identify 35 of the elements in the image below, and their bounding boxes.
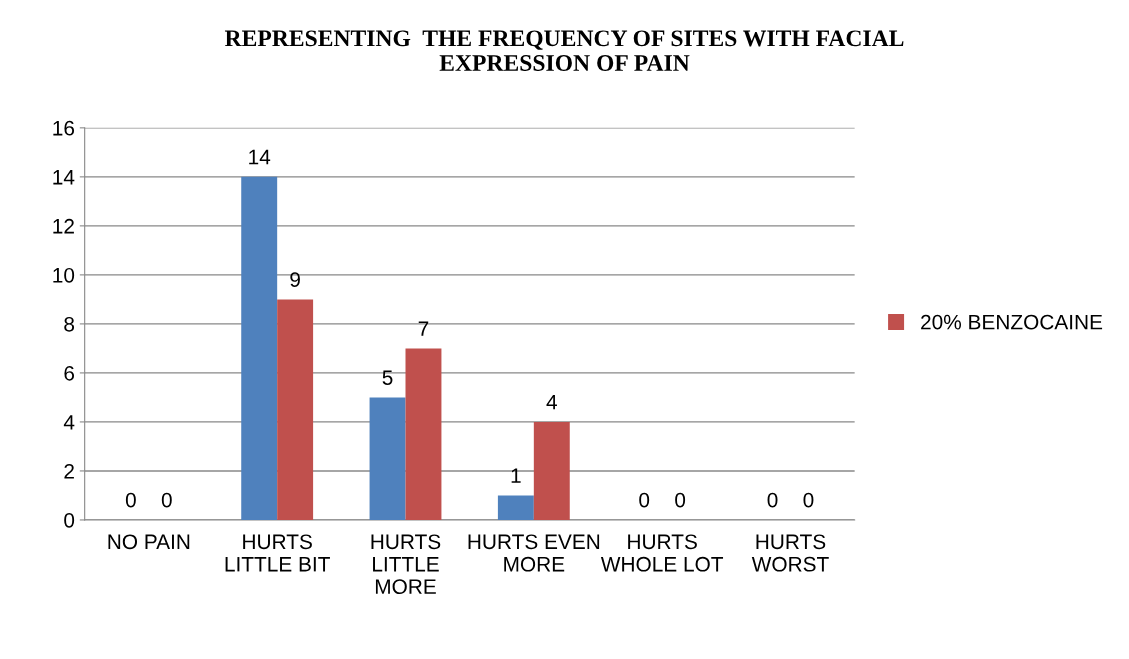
x-tick-label: HURTS LITTLE MORE	[371, 534, 441, 595]
data-label: 0	[767, 492, 778, 508]
data-label: 0	[675, 492, 686, 508]
y-tick-label: 12	[53, 218, 74, 234]
y-tick-label: 4	[63, 415, 75, 430]
x-tick-label: NO PAIN	[108, 534, 190, 550]
data-label: 5	[382, 370, 393, 385]
x-tick-label: HURTS WORST	[751, 534, 829, 572]
bar	[241, 176, 278, 520]
data-label: 14	[249, 149, 271, 165]
x-tick-label: HURTS EVEN MORE	[468, 534, 600, 572]
data-label: 0	[125, 492, 136, 508]
y-tick-label: 16	[53, 120, 75, 136]
bar	[277, 299, 314, 520]
chart-title: REPRESENTING THE FREQUENCY OF SITES WITH FACIAL EXPRESSION OF PAIN	[224, 30, 904, 71]
data-label: 4	[546, 394, 557, 410]
data-label: 0	[639, 492, 650, 508]
bar	[369, 397, 406, 520]
y-tick-label: 0	[64, 512, 75, 528]
y-tick-label: 6	[64, 365, 75, 381]
data-label: 7	[418, 321, 429, 336]
bar	[497, 495, 534, 520]
data-label: 0	[803, 492, 814, 508]
data-label: 0	[161, 492, 172, 508]
y-tick-label: 14	[53, 170, 75, 185]
x-tick-label: HURTS LITTLE BIT	[225, 534, 330, 572]
data-label: 9	[290, 272, 300, 287]
x-tick-label: HURTS WHOLE LOT	[600, 534, 724, 572]
legend-label: 20% BENZOCAINE	[921, 314, 1103, 330]
data-label: 1	[511, 468, 521, 483]
y-tick-label: 10	[53, 267, 75, 283]
bar	[405, 348, 442, 520]
y-tick-label: 2	[64, 463, 74, 479]
bar	[533, 421, 570, 520]
y-tick-label: 8	[64, 316, 75, 332]
